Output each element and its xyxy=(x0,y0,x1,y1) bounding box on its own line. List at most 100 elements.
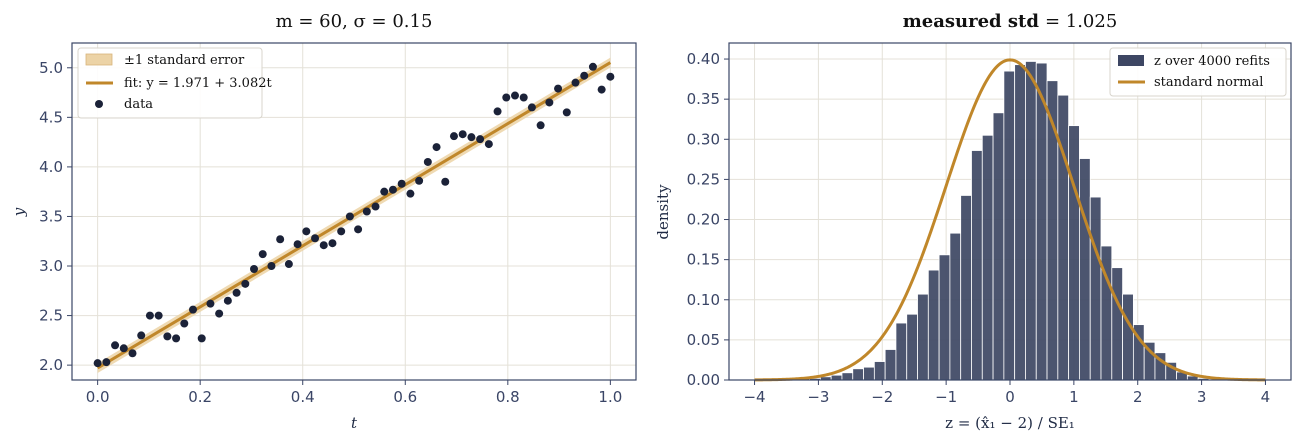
histogram-bar xyxy=(1089,196,1102,381)
left-y-tick-label: 3.0 xyxy=(39,257,63,275)
left-y-tick-label: 5.0 xyxy=(39,59,63,77)
legend-hist-label: z over 4000 refits xyxy=(1154,54,1270,69)
histogram-bar xyxy=(981,134,994,381)
data-point xyxy=(241,279,250,288)
data-point xyxy=(311,234,320,243)
data-point xyxy=(441,177,450,186)
legend-curve-label: standard normal xyxy=(1154,75,1263,90)
right-y-axis-label: density xyxy=(654,184,672,240)
left-chart-title: m = 60, σ = 0.15 xyxy=(276,11,433,32)
data-point xyxy=(562,108,571,117)
data-point xyxy=(580,71,589,80)
left-y-tick-label: 4.5 xyxy=(39,108,63,126)
left-x-tick-label: 0.0 xyxy=(86,388,110,406)
left-x-tick-label: 0.6 xyxy=(393,388,417,406)
data-point xyxy=(215,309,224,318)
right-x-tick-label: −4 xyxy=(743,388,765,406)
right-y-tick-label: 0.25 xyxy=(687,170,720,188)
data-point xyxy=(458,130,467,139)
right-x-tick-label: −3 xyxy=(807,388,829,406)
data-point xyxy=(397,179,406,188)
right-histogram-bars xyxy=(798,61,1221,381)
data-point xyxy=(337,227,346,236)
data-point xyxy=(554,84,563,93)
data-point xyxy=(388,185,397,194)
data-point xyxy=(606,72,615,81)
right-y-tick-label: 0.00 xyxy=(687,371,720,389)
histogram-bar xyxy=(960,195,972,381)
data-point xyxy=(258,250,267,259)
data-point xyxy=(415,176,424,185)
data-point xyxy=(102,358,111,367)
data-point xyxy=(119,344,128,353)
data-point xyxy=(276,235,285,244)
data-point xyxy=(223,296,232,305)
data-point xyxy=(354,225,363,234)
data-point xyxy=(527,103,536,112)
data-point xyxy=(476,135,485,144)
right-y-tick-label: 0.15 xyxy=(687,251,720,269)
histogram-bar xyxy=(971,150,983,381)
data-point xyxy=(284,260,293,269)
data-point xyxy=(432,143,441,152)
data-point xyxy=(545,98,554,107)
histogram-bar xyxy=(1079,158,1091,381)
data-point xyxy=(493,107,502,116)
left-legend: ±1 standard error fit: y = 1.971 + 3.082… xyxy=(77,47,272,119)
data-point xyxy=(154,311,163,320)
histogram-bar xyxy=(895,322,908,381)
data-point xyxy=(597,85,606,94)
data-point xyxy=(571,78,580,87)
left-data-points xyxy=(93,62,615,368)
right-y-tick-label: 0.05 xyxy=(687,331,720,349)
left-x-tick-label: 0.2 xyxy=(188,388,212,406)
left-legend-box xyxy=(77,47,263,119)
data-point xyxy=(345,212,354,221)
data-point xyxy=(232,288,241,297)
histogram-bar xyxy=(1035,62,1048,381)
right-x-tick-label: 1 xyxy=(1069,388,1079,406)
left-x-tick-label: 0.4 xyxy=(291,388,315,406)
data-point xyxy=(371,202,380,211)
right-y-tick-label: 0.10 xyxy=(687,291,720,309)
right-x-tick-label: 3 xyxy=(1197,388,1207,406)
left-chart: m = 60, σ = 0.15 0.0 0.2 0.4 0.6 0.8 1.0 2.02… xyxy=(10,11,637,432)
left-y-tick-label: 2.5 xyxy=(39,307,63,325)
data-point xyxy=(180,319,189,328)
histogram-bar xyxy=(852,368,864,381)
normal-curve xyxy=(754,58,1266,382)
data-point xyxy=(293,240,302,249)
data-point xyxy=(206,299,215,308)
left-y-axis-label: y xyxy=(10,207,28,217)
data-point xyxy=(128,349,137,358)
right-x-tick-label: 2 xyxy=(1133,388,1143,406)
right-title-value: = 1.025 xyxy=(1045,11,1117,32)
data-point xyxy=(423,157,432,166)
left-x-tick-label: 1.0 xyxy=(598,388,622,406)
legend-data-label: data xyxy=(124,97,153,112)
data-point xyxy=(536,121,545,130)
right-y-tick-label: 0.30 xyxy=(687,130,720,148)
right-title-bold: measured std xyxy=(903,11,1040,32)
right-chart: measured std = 1.025 −4 −3 −2 −1 0 1 2 3 4 0.000.… xyxy=(654,11,1292,432)
right-normal-curve-group xyxy=(754,58,1266,382)
data-point xyxy=(163,332,172,341)
data-point xyxy=(449,132,458,141)
data-point xyxy=(380,187,389,196)
right-legend: z over 4000 refits standard normal xyxy=(1109,47,1287,97)
data-point xyxy=(519,93,528,102)
histogram-bar xyxy=(906,313,918,381)
histogram-bar xyxy=(1057,94,1070,381)
data-point xyxy=(302,227,311,236)
right-x-tick-label: 0 xyxy=(1005,388,1015,406)
histogram-bar xyxy=(884,349,897,381)
data-point xyxy=(250,264,259,273)
data-point xyxy=(362,207,371,216)
histogram-bar xyxy=(938,254,951,381)
data-point xyxy=(467,133,476,142)
data-point xyxy=(145,311,154,320)
legend-data-swatch xyxy=(95,100,103,108)
histogram-bar xyxy=(841,372,854,381)
histogram-bar xyxy=(927,269,940,381)
histogram-bar xyxy=(1122,293,1134,381)
